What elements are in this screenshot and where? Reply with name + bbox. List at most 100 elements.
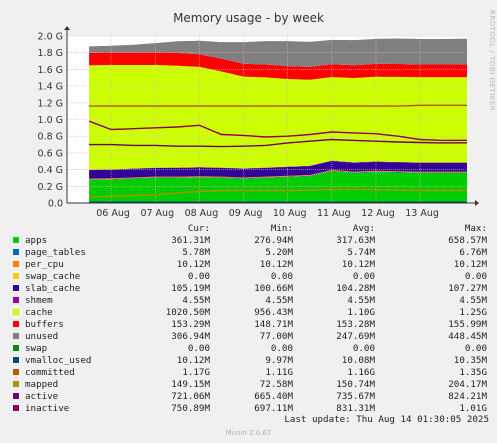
legend-avg: 5.74M bbox=[347, 247, 375, 258]
line-inactive bbox=[88, 120, 468, 142]
y-tick-label: 0.4 G bbox=[38, 165, 64, 176]
x-tick-label: 07 Aug bbox=[140, 208, 174, 219]
x-tick-label: 08 Aug bbox=[185, 208, 219, 219]
legend-swatch bbox=[13, 345, 19, 351]
legend-max: 204.17M bbox=[448, 379, 487, 390]
legend-cur: 105.19M bbox=[171, 283, 210, 294]
legend-swatch bbox=[13, 357, 19, 363]
legend-avg: 247.69M bbox=[336, 331, 375, 342]
area-unused bbox=[89, 38, 467, 67]
legend-max: 1.25G bbox=[459, 307, 487, 318]
legend-cur: 0.00 bbox=[187, 343, 210, 354]
legend-row-slab-cache: slab_cache 105.19M 100.66M 104.28M 107.27M bbox=[10, 283, 490, 294]
legend-min: 10.12M bbox=[259, 259, 293, 270]
legend-swatch bbox=[13, 297, 19, 303]
legend-max: 658.57M bbox=[448, 235, 487, 246]
legend-swatch bbox=[13, 369, 19, 375]
legend-row-swap: swap 0.00 0.00 0.00 0.00 bbox=[10, 343, 490, 354]
legend-avg: 4.55M bbox=[347, 295, 375, 306]
legend-cur: 149.15M bbox=[171, 379, 210, 390]
legend-row-unused: unused 306.94M 77.00M 247.69M 448.45M bbox=[10, 331, 490, 342]
legend-cur: 750.89M bbox=[171, 403, 210, 414]
legend-name: active bbox=[25, 391, 59, 402]
legend-avg: 1.16G bbox=[347, 367, 375, 378]
line-active bbox=[89, 138, 468, 148]
legend-max: 1.01G bbox=[459, 403, 487, 414]
legend-row-shmem: shmem 4.55M 4.55M 4.55M 4.55M bbox=[10, 295, 490, 306]
chart-svg: 0.0 0.2 G 0.4 G 0.6 G 0.8 G 1.0 G 1.2 G 1.4 G 1.… bbox=[38, 26, 479, 219]
legend-name: per_cpu bbox=[25, 259, 64, 270]
legend-row-mapped: mapped 149.15M 72.58M 150.74M 204.17M bbox=[10, 379, 490, 390]
area-slab-cache bbox=[89, 161, 467, 179]
y-tick-label: 2.0 G bbox=[38, 32, 64, 43]
legend-max: 155.99M bbox=[448, 319, 487, 330]
y-tick-label: 0.6 G bbox=[38, 148, 64, 159]
legend-avg: 831.31M bbox=[336, 403, 375, 414]
legend-cur: 10.12M bbox=[176, 355, 210, 366]
x-tick-label: 12 Aug bbox=[361, 208, 395, 219]
legend-avg: 0.00 bbox=[352, 271, 375, 282]
legend-row-buffers: buffers 153.29M 148.71M 153.28M 155.99M bbox=[10, 319, 490, 330]
y-tick-label: 1.6 G bbox=[38, 65, 64, 76]
legend-min: 5.20M bbox=[265, 247, 293, 258]
area-page-tables bbox=[89, 170, 467, 180]
legend-row-per-cpu: per_cpu 10.12M 10.12M 10.12M 10.12M bbox=[10, 259, 490, 270]
legend-cur: 721.06M bbox=[171, 391, 210, 402]
x-tick-label: 10 Aug bbox=[273, 208, 307, 219]
legend-min: 697.11M bbox=[254, 403, 293, 414]
y-axis-arrow bbox=[64, 26, 70, 30]
legend-header-min: Min: bbox=[270, 223, 293, 234]
legend-max: 10.12M bbox=[453, 259, 487, 270]
legend-name: committed bbox=[25, 367, 75, 378]
legend-name: unused bbox=[25, 331, 59, 342]
legend-name: inactive bbox=[25, 403, 70, 414]
y-tick-label: 0.0 bbox=[48, 199, 63, 210]
y-tick-label: 1.0 G bbox=[38, 115, 64, 126]
legend-max: 0.00 bbox=[464, 271, 487, 282]
x-tick-label: 06 Aug bbox=[96, 208, 130, 219]
legend-min: 4.55M bbox=[265, 295, 293, 306]
line-mapped bbox=[89, 188, 467, 198]
legend-avg: 153.28M bbox=[336, 319, 375, 330]
legend-swatch bbox=[13, 309, 19, 315]
legend-name: buffers bbox=[25, 319, 64, 330]
legend-cur: 5.78M bbox=[182, 247, 210, 258]
last-update: Last update: Thu Aug 14 01:30:05 2025 bbox=[284, 414, 489, 425]
legend-row-active: active 721.06M 665.40M 735.67M 824.21M bbox=[10, 391, 490, 402]
legend-name: shmem bbox=[25, 295, 53, 306]
legend-max: 10.35M bbox=[453, 355, 487, 366]
legend-swatch bbox=[13, 393, 19, 399]
legend-min: 148.71M bbox=[254, 319, 293, 330]
legend-swatch bbox=[13, 249, 19, 255]
legend-row-cache: cache 1020.50M 956.43M 1.10G 1.25G bbox=[10, 307, 490, 318]
legend-swatch bbox=[13, 237, 19, 243]
y-tick-label: 0.8 G bbox=[38, 132, 64, 143]
legend-min: 665.40M bbox=[254, 391, 293, 402]
legend-cur: 153.29M bbox=[171, 319, 210, 330]
legend-max: 0.00 bbox=[464, 343, 487, 354]
legend-cur: 1.17G bbox=[182, 367, 210, 378]
legend-row-apps: apps 361.31M 276.94M 317.63M 658.57M bbox=[10, 235, 490, 246]
legend-row-swap-cache: swap_cache 0.00 0.00 0.00 0.00 bbox=[10, 271, 490, 282]
legend-max: 6.76M bbox=[459, 247, 487, 258]
legend-avg: 1.10G bbox=[347, 307, 375, 318]
legend-avg: 10.08M bbox=[341, 355, 375, 366]
legend-name: swap bbox=[25, 343, 48, 354]
legend-swatch bbox=[13, 273, 19, 279]
legend-name: slab_cache bbox=[25, 283, 81, 294]
legend-min: 77.00M bbox=[259, 331, 293, 342]
y-tick-label: 1.4 G bbox=[38, 82, 64, 93]
legend-row-vmalloc-used: vmalloc_used 10.12M 9.97M 10.08M 10.35M bbox=[10, 355, 490, 366]
legend-min: 0.00 bbox=[270, 271, 293, 282]
legend-header-avg: Avg: bbox=[352, 223, 375, 234]
legend-max: 107.27M bbox=[448, 283, 487, 294]
legend-cur: 1020.50M bbox=[165, 307, 210, 318]
legend-min: 276.94M bbox=[254, 235, 293, 246]
legend-name: swap_cache bbox=[25, 271, 81, 282]
rrdtool-credit: RRDTOOL / TOBI OETIKER bbox=[488, 10, 496, 112]
legend-avg: 10.12M bbox=[341, 259, 375, 270]
area-buffers bbox=[89, 52, 467, 80]
legend-row-inactive: inactive 750.89M 697.11M 831.31M 1.01G bbox=[10, 403, 490, 414]
area-per-cpu bbox=[89, 169, 467, 180]
